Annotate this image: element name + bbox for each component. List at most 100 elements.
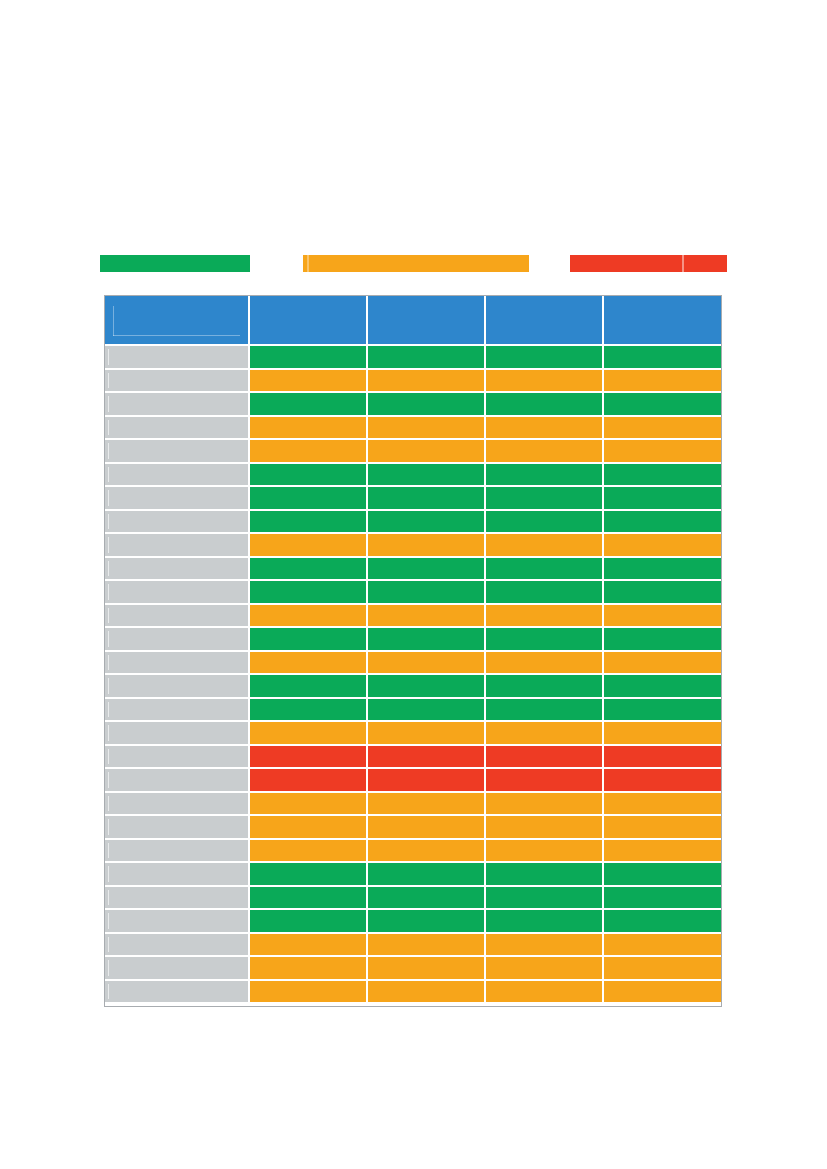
status-cell xyxy=(250,557,366,579)
row-label-cell xyxy=(105,393,248,415)
row-label-cell xyxy=(105,581,248,603)
status-cell xyxy=(604,440,721,462)
row-label-cell xyxy=(105,604,248,626)
status-cell xyxy=(604,628,721,650)
status-cell xyxy=(368,440,484,462)
status-cell xyxy=(486,675,602,697)
status-table xyxy=(104,295,722,1007)
header-cell-col3 xyxy=(486,296,602,344)
status-cell xyxy=(604,675,721,697)
status-cell xyxy=(250,792,366,814)
legend-red-swatch xyxy=(570,255,727,272)
status-cell xyxy=(368,792,484,814)
status-cell xyxy=(486,510,602,532)
status-cell xyxy=(486,769,602,791)
header-cell-col1 xyxy=(250,296,366,344)
status-cell xyxy=(486,557,602,579)
row-label-cell xyxy=(105,863,248,885)
status-cell xyxy=(486,839,602,861)
row-label-cell xyxy=(105,886,248,908)
status-cell xyxy=(604,534,721,556)
status-cell xyxy=(250,369,366,391)
status-cell xyxy=(486,416,602,438)
row-label-cell xyxy=(105,698,248,720)
status-cell xyxy=(250,463,366,485)
row-label-cell xyxy=(105,910,248,932)
status-cell xyxy=(368,534,484,556)
status-cell xyxy=(486,933,602,955)
status-cell xyxy=(486,534,602,556)
status-cell xyxy=(604,722,721,744)
status-cell xyxy=(368,651,484,673)
status-cell xyxy=(250,745,366,767)
status-cell xyxy=(604,863,721,885)
status-cell xyxy=(368,839,484,861)
row-label-cell xyxy=(105,933,248,955)
status-cell xyxy=(368,886,484,908)
status-cell xyxy=(486,487,602,509)
status-cell xyxy=(250,651,366,673)
status-cell xyxy=(604,698,721,720)
row-label-cell xyxy=(105,957,248,979)
status-grid xyxy=(105,296,721,1006)
status-cell xyxy=(368,933,484,955)
row-label-cell xyxy=(105,628,248,650)
row-label-cell xyxy=(105,769,248,791)
status-cell xyxy=(368,510,484,532)
status-cell xyxy=(486,816,602,838)
status-cell xyxy=(368,604,484,626)
status-cell xyxy=(368,769,484,791)
status-cell xyxy=(250,886,366,908)
status-cell xyxy=(368,487,484,509)
row-label-cell xyxy=(105,416,248,438)
status-cell xyxy=(486,722,602,744)
status-legend xyxy=(0,255,827,272)
status-cell xyxy=(604,604,721,626)
status-cell xyxy=(486,369,602,391)
status-cell xyxy=(250,957,366,979)
status-cell xyxy=(368,722,484,744)
status-cell xyxy=(604,557,721,579)
header-cell-col4 xyxy=(604,296,721,344)
status-cell xyxy=(604,651,721,673)
status-cell xyxy=(486,698,602,720)
status-cell xyxy=(368,957,484,979)
header-cell-col2 xyxy=(368,296,484,344)
row-label-cell xyxy=(105,745,248,767)
status-cell xyxy=(604,769,721,791)
status-cell xyxy=(368,816,484,838)
status-cell xyxy=(368,745,484,767)
status-cell xyxy=(368,557,484,579)
row-label-cell xyxy=(105,346,248,368)
status-cell xyxy=(250,675,366,697)
status-cell xyxy=(604,957,721,979)
status-cell xyxy=(604,839,721,861)
header-cell-label xyxy=(105,296,248,344)
status-cell xyxy=(250,769,366,791)
status-cell xyxy=(486,886,602,908)
status-cell xyxy=(250,534,366,556)
status-cell xyxy=(604,816,721,838)
status-cell xyxy=(486,581,602,603)
status-cell xyxy=(368,393,484,415)
row-label-cell xyxy=(105,487,248,509)
status-cell xyxy=(486,745,602,767)
status-cell xyxy=(486,980,602,1002)
status-cell xyxy=(368,346,484,368)
status-cell xyxy=(368,980,484,1002)
status-cell xyxy=(604,487,721,509)
status-cell xyxy=(604,933,721,955)
legend-green-swatch xyxy=(100,255,250,272)
row-label-cell xyxy=(105,675,248,697)
status-cell xyxy=(486,440,602,462)
status-cell xyxy=(368,463,484,485)
status-cell xyxy=(486,628,602,650)
status-cell xyxy=(250,816,366,838)
row-label-cell xyxy=(105,369,248,391)
status-cell xyxy=(368,369,484,391)
status-cell xyxy=(250,980,366,1002)
row-label-cell xyxy=(105,816,248,838)
row-label-cell xyxy=(105,722,248,744)
status-cell xyxy=(250,839,366,861)
row-label-cell xyxy=(105,463,248,485)
